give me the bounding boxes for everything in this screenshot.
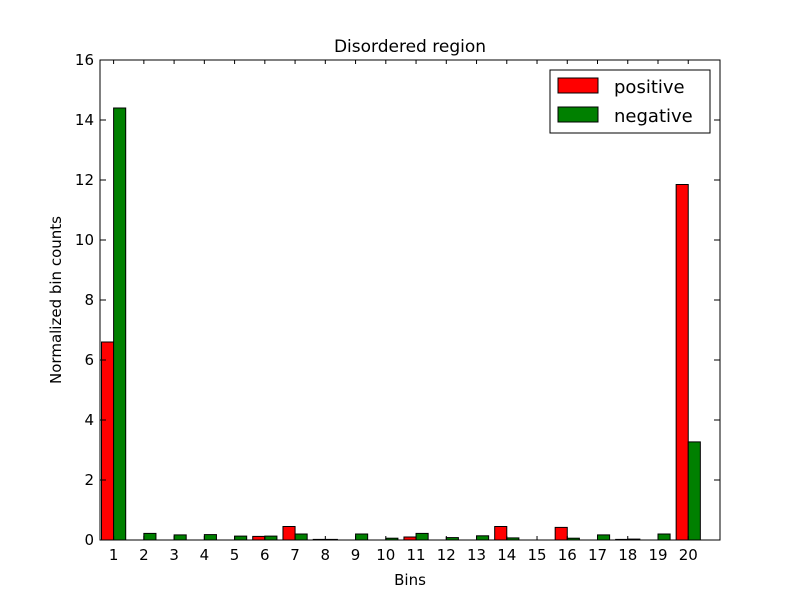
x-tick-label-20: 20 xyxy=(679,546,698,564)
x-tick-label-6: 6 xyxy=(260,546,270,564)
y-tick-label-6: 6 xyxy=(84,351,94,369)
bar-negative-17 xyxy=(597,534,611,541)
y-tick-label-12: 12 xyxy=(75,171,94,189)
x-tick-label-2: 2 xyxy=(139,546,149,564)
bar-negative-2 xyxy=(143,532,157,541)
bar-positive-1 xyxy=(101,341,115,541)
x-tick-label-5: 5 xyxy=(230,546,240,564)
bar-positive-14 xyxy=(494,526,508,541)
x-tick-label-19: 19 xyxy=(648,546,667,564)
y-tick-label-8: 8 xyxy=(84,291,94,309)
x-axis-label: Bins xyxy=(394,571,426,589)
y-tick-label-4: 4 xyxy=(84,411,94,429)
x-tick-label-13: 13 xyxy=(467,546,486,564)
bar-negative-5 xyxy=(234,535,248,541)
bar-positive-20 xyxy=(675,184,689,541)
y-tick-label-2: 2 xyxy=(84,471,94,489)
bar-negative-20 xyxy=(687,441,701,541)
x-tick-label-15: 15 xyxy=(527,546,546,564)
plot-frame xyxy=(99,59,721,541)
bar-negative-7 xyxy=(294,533,308,541)
x-tick-label-11: 11 xyxy=(407,546,426,564)
bar-positive-16 xyxy=(554,526,568,541)
ticks-group: 1 2 3 4 5 6 7 8 9 10 11 12 13 14 15 16 17 18 19 20024681012… xyxy=(75,51,720,564)
bar-negative-13 xyxy=(476,535,490,541)
bar-negative-6 xyxy=(264,535,278,541)
x-tick-label-10: 10 xyxy=(376,546,395,564)
y-tick-label-14: 14 xyxy=(75,111,94,129)
y-tick-label-10: 10 xyxy=(75,231,94,249)
x-tick-label-3: 3 xyxy=(169,546,179,564)
x-tick-label-16: 16 xyxy=(558,546,577,564)
x-tick-label-14: 14 xyxy=(497,546,516,564)
chart-title: Disordered region xyxy=(334,37,486,57)
x-tick-label-1: 1 xyxy=(109,546,119,564)
x-tick-label-9: 9 xyxy=(351,546,361,564)
x-tick-label-4: 4 xyxy=(200,546,210,564)
legend-label-negative: negative xyxy=(614,106,693,127)
legend-swatch-negative xyxy=(557,106,599,123)
x-tick-label-18: 18 xyxy=(618,546,637,564)
bar-negative-4 xyxy=(203,534,217,541)
bar-positive-6 xyxy=(252,535,266,541)
bar-negative-1 xyxy=(113,107,127,541)
legend: positive negative xyxy=(549,69,711,134)
bar-positive-7 xyxy=(282,526,296,541)
x-tick-label-17: 17 xyxy=(588,546,607,564)
x-tick-label-8: 8 xyxy=(321,546,331,564)
legend-label-positive: positive xyxy=(614,77,685,98)
legend-swatch-positive xyxy=(557,77,599,94)
y-axis-label: Normalized bin counts xyxy=(47,216,65,384)
x-tick-label-12: 12 xyxy=(437,546,456,564)
x-tick-label-7: 7 xyxy=(290,546,300,564)
y-tick-label-0: 0 xyxy=(84,531,94,549)
bar-negative-3 xyxy=(173,534,187,541)
y-tick-label-16: 16 xyxy=(75,51,94,69)
bar-negative-9 xyxy=(355,533,369,541)
bar-negative-11 xyxy=(415,532,429,541)
bar-negative-19 xyxy=(657,533,671,541)
